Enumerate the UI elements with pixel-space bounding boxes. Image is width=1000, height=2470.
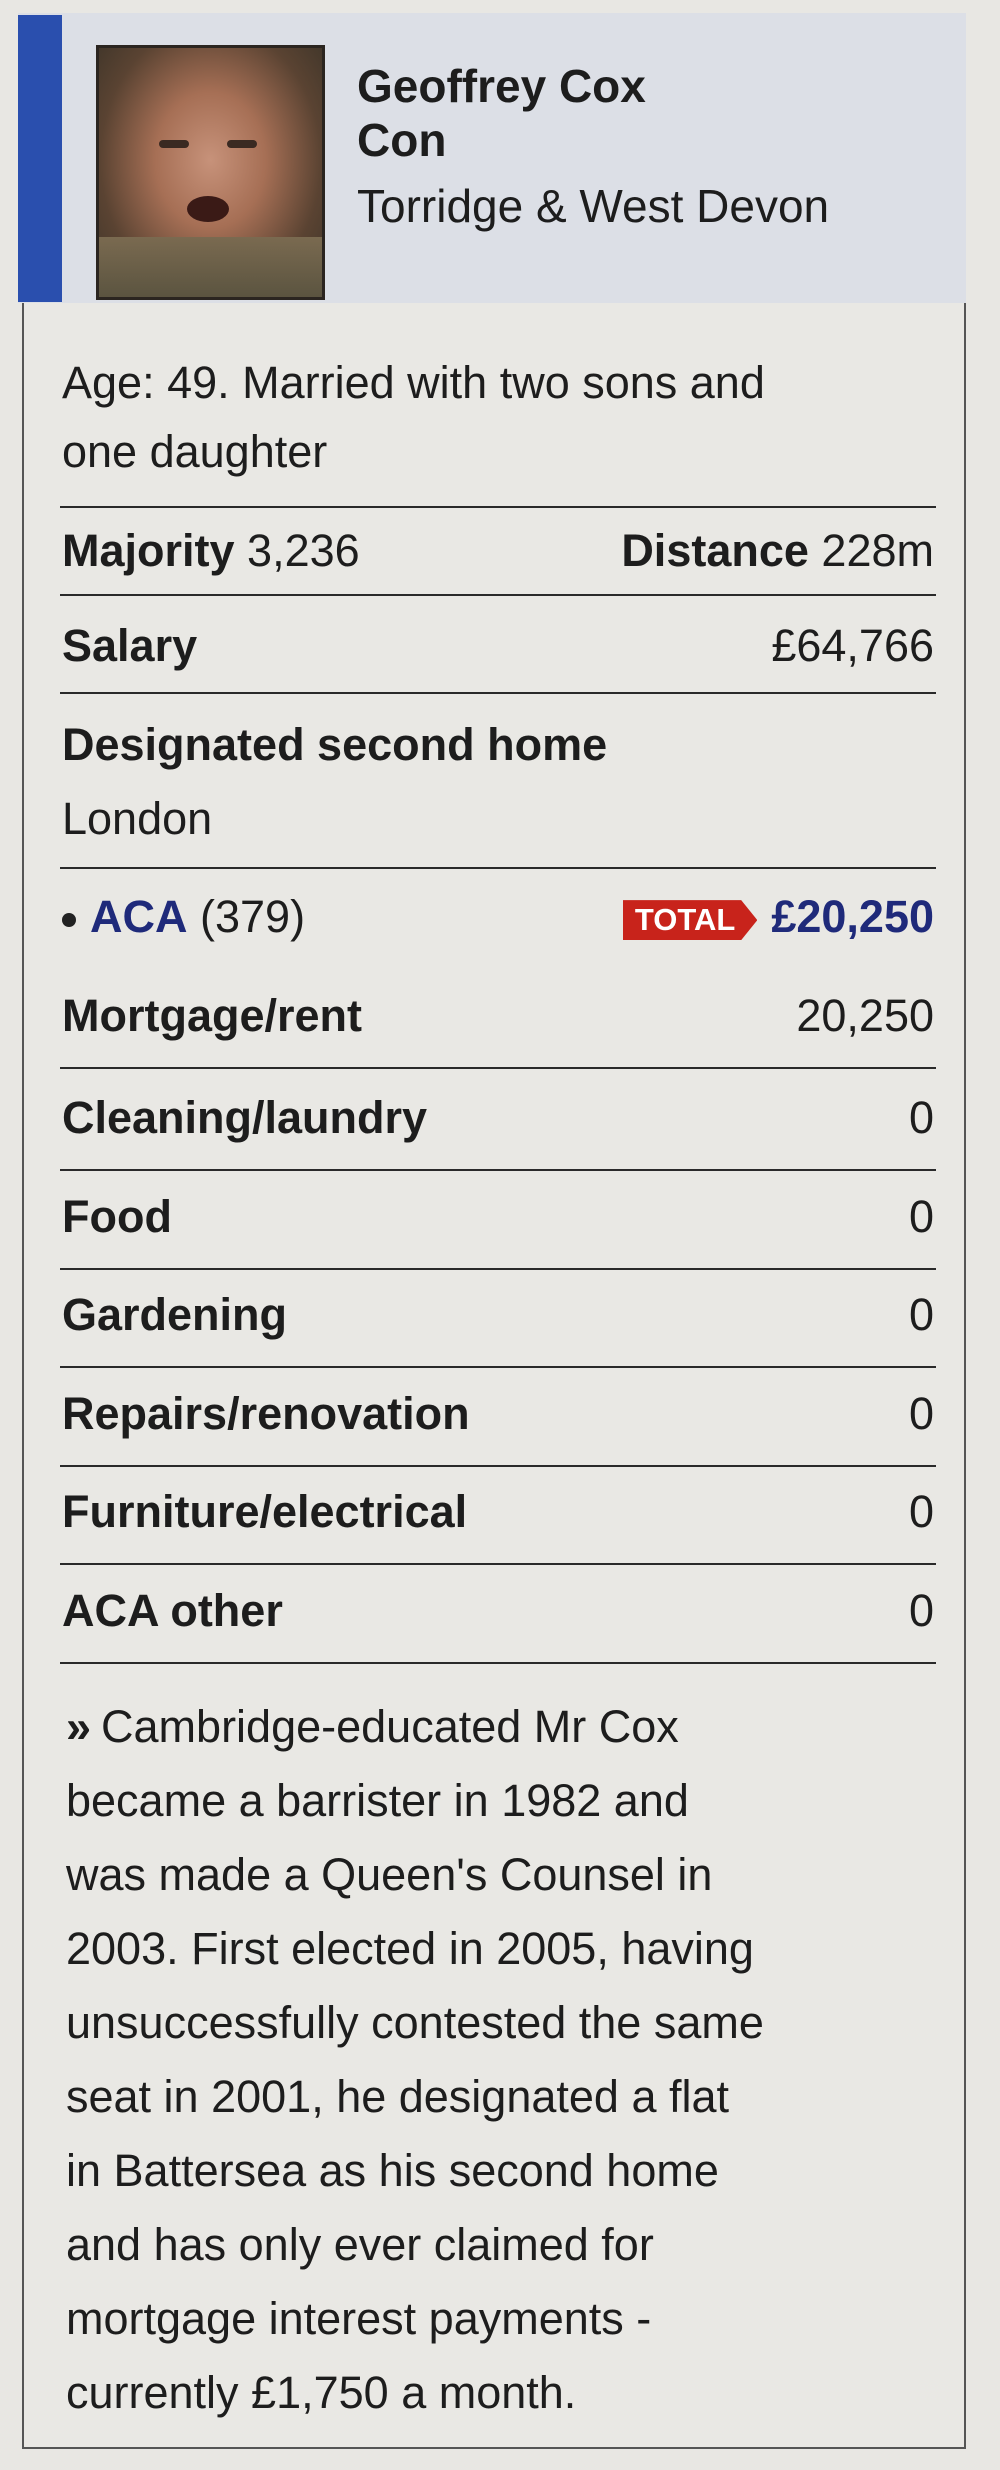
aca-item-value: 0 [908, 1289, 934, 1340]
divider [60, 692, 936, 694]
aca-rank: (379) [200, 891, 306, 942]
divider [60, 1662, 936, 1664]
aca-header: ACA (379) [62, 881, 305, 953]
divider [60, 867, 936, 869]
second-home-value: London [62, 793, 213, 844]
divider [60, 1268, 936, 1270]
photo-eye [159, 140, 189, 148]
summary-line: currently £1,750 a month. [66, 2367, 577, 2418]
majority-value: 3,236 [247, 525, 360, 576]
mp-party: Con [357, 114, 447, 166]
summary-line: was made a Queen's Counsel in [66, 1849, 713, 1900]
aca-item-label: Gardening [62, 1289, 288, 1340]
distance-value: 228m [821, 525, 934, 576]
divider [60, 1169, 936, 1171]
divider [60, 506, 936, 508]
salary-value: £64,766 [771, 620, 934, 671]
distance-stat: Distance 228m [621, 515, 934, 587]
aca-item-value: 0 [908, 1486, 934, 1537]
mp-name: Geoffrey Cox [357, 60, 646, 112]
aca-item-value: 20,250 [796, 990, 934, 1041]
aca-item-label: Food [62, 1191, 172, 1242]
summary-line: 2003. First elected in 2005, having [66, 1923, 754, 1974]
majority-label: Majority [62, 525, 235, 576]
aca-label: ACA [90, 891, 188, 942]
divider [60, 1366, 936, 1368]
summary-line: seat in 2001, he designated a flat [66, 2071, 730, 2122]
distance-label: Distance [621, 525, 809, 576]
aca-item-label: Mortgage/rent [62, 990, 363, 1041]
aca-item-value: 0 [908, 1191, 934, 1242]
aca-total: TOTAL £20,250 [622, 881, 934, 953]
aca-total-value: £20,250 [771, 891, 934, 942]
aca-item-label: Repairs/renovation [62, 1388, 470, 1439]
divider [60, 1067, 936, 1069]
second-home-label: Designated second home [62, 719, 608, 770]
aca-item-label: Cleaning/laundry [62, 1092, 428, 1143]
salary-label: Salary [62, 620, 198, 671]
photo-mouth [187, 196, 229, 222]
bio-line: one daughter [62, 426, 328, 477]
bio-line: Age: 49. Married with two sons and [62, 357, 765, 408]
summary-line: became a barrister in 1982 and [66, 1775, 689, 1826]
summary-paragraph: » Cambridge-educated Mr Cox became a barr… [66, 1690, 764, 2430]
divider [60, 1465, 936, 1467]
total-tag: TOTAL [622, 900, 758, 941]
mp-photo [96, 45, 325, 300]
bullet-icon [62, 913, 76, 928]
divider [60, 1563, 936, 1565]
mp-profile-card [22, 13, 966, 2449]
photo-coat [99, 237, 322, 297]
summary-text: Cambridge-educated Mr Cox [101, 1701, 679, 1752]
double-chevron-icon: » [66, 1701, 92, 1752]
party-color-bar [18, 15, 62, 302]
divider [60, 594, 936, 596]
summary-line: unsuccessfully contested the same [66, 1997, 764, 2048]
summary-line: » Cambridge-educated Mr Cox [66, 1690, 764, 1764]
aca-item-value: 0 [908, 1388, 934, 1439]
aca-item-value: 0 [908, 1585, 934, 1636]
summary-line: mortgage interest payments - [66, 2293, 652, 2344]
mp-constituency: Torridge & West Devon [357, 180, 830, 232]
aca-item-label: Furniture/electrical [62, 1486, 468, 1537]
aca-item-value: 0 [908, 1092, 934, 1143]
summary-line: in Battersea as his second home [66, 2145, 719, 2196]
photo-eye [227, 140, 257, 148]
majority-stat: Majority 3,236 [62, 515, 360, 587]
summary-line: and has only ever claimed for [66, 2219, 654, 2270]
aca-item-label: ACA other [62, 1585, 283, 1636]
